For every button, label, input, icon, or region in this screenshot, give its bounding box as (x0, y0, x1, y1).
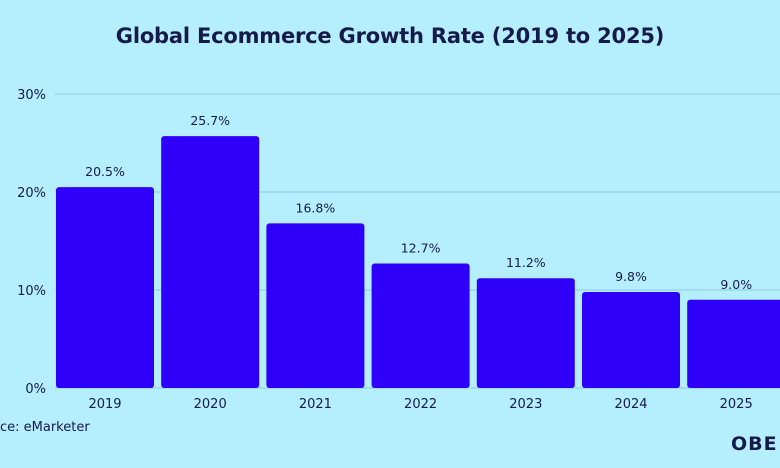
x-tick-label: 2024 (614, 397, 647, 412)
source-note: ce: eMarketer (0, 420, 90, 435)
y-tick-label: 0% (25, 382, 46, 397)
bar (476, 278, 575, 388)
data-label: 9.0% (720, 277, 752, 292)
y-tick-label: 20% (17, 186, 46, 201)
bar (371, 263, 470, 388)
x-tick-label: 2022 (404, 397, 437, 412)
y-tick-label: 10% (17, 284, 46, 299)
x-tick-label: 2020 (194, 397, 227, 412)
bar (161, 136, 260, 388)
bars (56, 136, 780, 388)
data-label: 16.8% (296, 200, 336, 215)
data-label: 11.2% (506, 255, 546, 270)
bar (266, 223, 365, 388)
bar (687, 299, 780, 388)
y-axis-tick-labels: 0% 10% 20% 30% (17, 88, 46, 397)
x-axis-tick-labels: 2019 2020 2021 2022 2023 2024 2025 (88, 397, 752, 412)
x-tick-label: 2025 (720, 397, 753, 412)
x-tick-label: 2019 (88, 397, 121, 412)
data-label: 20.5% (85, 164, 125, 179)
bar (582, 291, 680, 388)
chart-title: Global Ecommerce Growth Rate (2019 to 20… (115, 24, 665, 48)
x-tick-label: 2023 (509, 397, 542, 412)
x-tick-label: 2021 (299, 397, 332, 412)
data-label: 12.7% (401, 241, 441, 256)
y-tick-label: 30% (17, 88, 46, 103)
data-labels: 20.5% 25.7% 16.8% 12.7% 11.2% 9.8% 9.0% (85, 113, 752, 292)
data-label: 25.7% (190, 113, 230, 128)
bar (56, 187, 154, 388)
data-label: 9.8% (615, 269, 647, 284)
brand-logo: OBE (731, 433, 778, 455)
